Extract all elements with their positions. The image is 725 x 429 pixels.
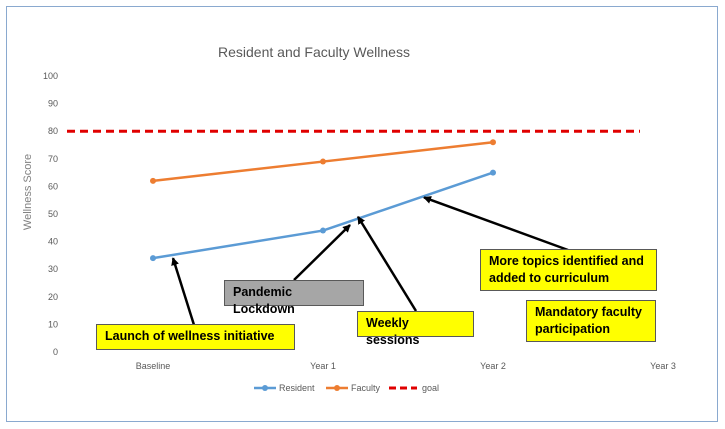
x-tick-label: Year 2 (480, 361, 506, 371)
chart-title: Resident and Faculty Wellness (218, 44, 410, 60)
series-line-resident (152, 171, 494, 260)
point-resident (150, 255, 156, 262)
chart-frame (6, 6, 718, 422)
y-tick-label: 30 (48, 264, 58, 274)
y-tick-label: 100 (43, 71, 58, 81)
annotation-launch-wellness: Launch of wellness initiative (96, 324, 295, 350)
y-tick-label: 70 (48, 154, 58, 164)
y-tick-label: 10 (48, 319, 58, 329)
legend: Resident Faculty goal (254, 383, 439, 393)
legend-label-goal: goal (422, 383, 439, 393)
point-faculty (490, 139, 496, 146)
y-axis-ticks: 0 10 20 30 40 50 60 70 80 90 100 (43, 71, 58, 357)
y-tick-label: 50 (48, 209, 58, 219)
point-resident (320, 227, 326, 234)
x-tick-label: Year 3 (650, 361, 676, 371)
y-tick-label: 40 (48, 237, 58, 247)
annotation-weekly-sessions: Weekly sessions (357, 311, 474, 347)
x-axis-ticks: Baseline Year 1 Year 2 Year 3 (136, 361, 676, 371)
legend-marker-faculty (334, 385, 340, 391)
point-faculty (150, 177, 156, 184)
annotation-arrow (356, 215, 418, 312)
y-tick-label: 80 (48, 126, 58, 136)
annotation-pandemic-lockdown: Pandemic Lockdown (224, 280, 364, 316)
annotation-mandatory-faculty: Mandatory faculty participation (526, 300, 656, 342)
legend-label-faculty: Faculty (351, 383, 381, 393)
y-tick-label: 0 (53, 347, 58, 357)
legend-label-resident: Resident (279, 383, 315, 393)
annotation-more-topics: More topics identified and added to curr… (480, 249, 657, 291)
point-faculty (320, 158, 326, 165)
annotation-arrow (171, 257, 196, 326)
annotation-arrow (293, 224, 351, 281)
y-tick-label: 60 (48, 181, 58, 191)
point-resident (490, 169, 496, 176)
x-tick-label: Baseline (136, 361, 171, 371)
annotation-arrow (423, 196, 569, 252)
y-tick-label: 20 (48, 292, 58, 302)
series-layer (67, 129, 640, 262)
y-axis-label: Wellness Score (22, 154, 34, 230)
annotation-arrows (171, 196, 569, 326)
x-tick-label: Year 1 (310, 361, 336, 371)
legend-marker-resident (262, 385, 268, 391)
y-tick-label: 90 (48, 99, 58, 109)
